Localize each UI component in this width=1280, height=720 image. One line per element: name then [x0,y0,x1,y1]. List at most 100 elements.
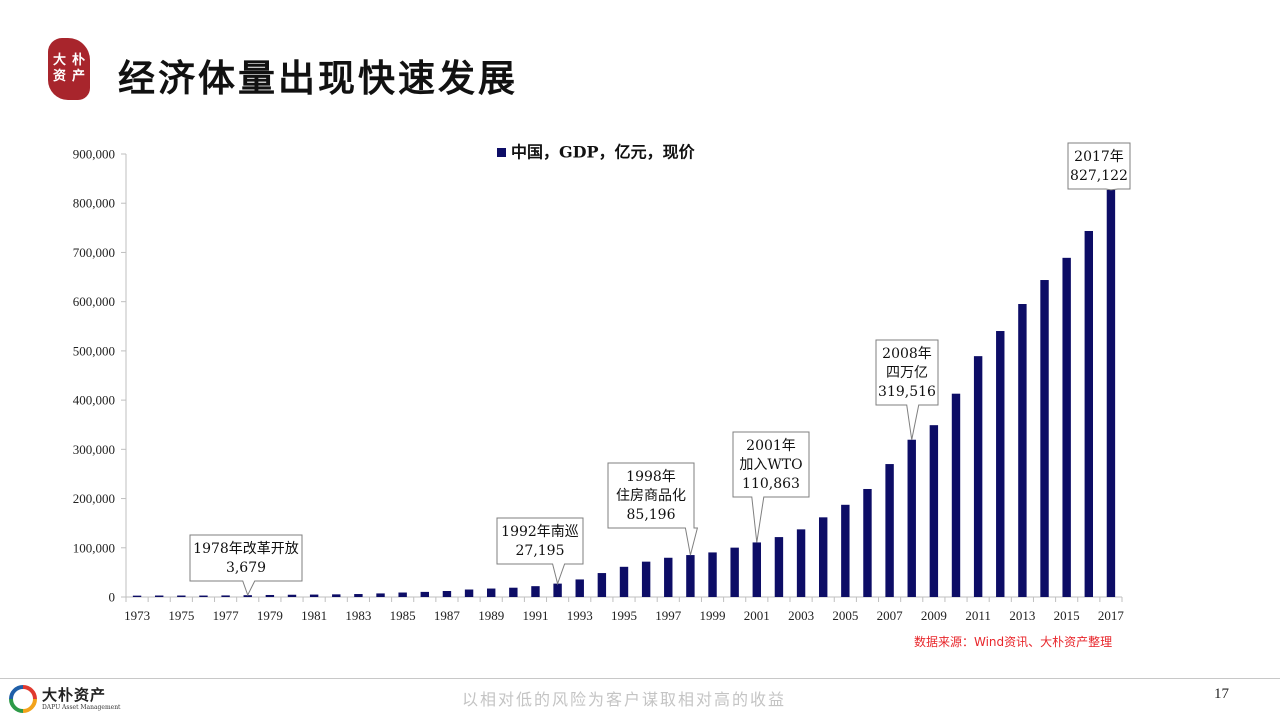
callout-1978: 1978年改革开放 3,679 [189,534,303,597]
footer-divider [0,678,1280,679]
x-tick-label: 2003 [788,608,814,623]
footer-brand-english: DAPU Asset Management [42,703,121,711]
bar-1986 [420,591,430,597]
footer-brand-name: 大朴资产 [42,685,107,704]
bar-1979 [265,594,275,597]
bar-1999 [708,552,717,597]
callout-text: 2008年 [882,346,932,362]
y-tick-label: 100,000 [73,540,115,555]
bar-1998 [686,555,695,597]
x-tick-label: 2001 [744,608,770,623]
bar-2014 [1040,280,1049,597]
bar-2009 [929,425,939,597]
callout-box [496,517,584,586]
bar-1991 [531,586,540,597]
callout-box [607,462,699,556]
x-tick-label: 1975 [168,608,194,623]
bar-1995 [619,566,629,597]
callout-text: 四万亿 [886,365,928,381]
seal-char: 朴 [71,53,85,68]
x-tick-label: 1989 [478,608,504,623]
bar-1984 [376,593,385,597]
x-tick-label: 1995 [611,608,637,623]
x-tick-label: 1983 [345,608,371,623]
y-tick-label: 400,000 [73,393,115,408]
bar-2008 [907,439,916,597]
x-tick-label: 2007 [877,608,904,623]
bar-1997 [664,557,673,597]
bar-1985 [398,592,407,597]
callout-text: 住房商品化 [616,488,686,504]
page-number: 17 [1214,686,1229,702]
x-tick-label: 1993 [567,608,593,623]
bar-2006 [863,488,872,597]
y-tick-label: 700,000 [73,245,115,260]
bar-1982 [332,594,341,597]
bar-2011 [973,356,983,597]
bar-2000 [730,547,739,597]
callout-box [732,431,810,543]
x-tick-label: 2013 [1009,608,1035,623]
bar-1980 [287,594,297,597]
bar-1989 [486,588,496,597]
callout-box [1067,142,1131,191]
x-tick-label: 1997 [655,608,682,623]
seal-char: 大 [52,53,66,68]
x-tick-label: 2005 [832,608,858,623]
bar-1977 [221,595,230,597]
x-tick-label: 1991 [522,608,548,623]
bar-2017 [1106,189,1116,597]
slide-title: 经济体量出现快速发展 [118,56,518,100]
callout-text: 27,195 [516,543,565,559]
bar-1976 [199,595,208,597]
bar-1981 [309,594,319,597]
callout-text: 1978年改革开放 [193,541,299,557]
y-tick-label: 500,000 [73,343,115,358]
x-tick-label: 2015 [1054,608,1080,623]
footer-logo: 大朴资产 DAPU Asset Management [8,684,120,714]
company-seal-logo: 大 朴 资 产 [48,38,90,100]
seal-char: 资 [52,69,66,84]
bar-1974 [154,595,164,597]
bar-2005 [841,504,850,597]
dapu-logo-icon [9,685,37,713]
bar-1988 [464,589,474,597]
callout-box [189,534,303,597]
bar-1983 [354,594,363,597]
y-tick-label: 0 [109,590,116,605]
bar-2004 [818,517,828,597]
legend-swatch [497,148,506,157]
bar-2013 [1018,304,1027,597]
legend-label: 中国，GDP，亿元，现价 [511,143,696,162]
y-tick-label: 900,000 [73,147,115,162]
bar-1973 [132,595,142,597]
x-tick-label: 1985 [390,608,416,623]
bar-1992 [553,583,562,597]
callout-text: 3,679 [226,560,266,576]
bar-2002 [774,537,784,597]
callout-text: 827,122 [1070,168,1128,184]
x-tick-label: 1977 [213,608,240,623]
gdp-bar-chart: 0 100,000 200,000 300,000 400,000 500,000 600,… [73,142,1131,623]
bar-1990 [509,587,518,597]
y-tick-label: 200,000 [73,491,115,506]
seal-char: 产 [71,69,85,84]
callout-box [875,339,939,440]
y-tick-label: 800,000 [73,196,115,211]
callout-text: 加入WTO [739,457,802,473]
x-tick-label: 1981 [301,608,327,623]
x-tick-label: 2009 [921,608,947,623]
callout-text: 85,196 [627,507,676,523]
bar-2012 [996,331,1005,597]
x-tick-label: 1987 [434,608,461,623]
callout-text: 319,516 [878,384,936,400]
y-tick-label: 600,000 [73,294,115,309]
bar-1975 [177,595,186,597]
callout-text: 2017年 [1074,149,1124,165]
bar-2010 [951,393,961,597]
bar-2015 [1062,257,1071,597]
bar-2003 [796,529,806,597]
callout-text: 1992年南巡 [501,524,579,540]
callout-1992: 1992年南巡 27,195 [496,517,584,586]
